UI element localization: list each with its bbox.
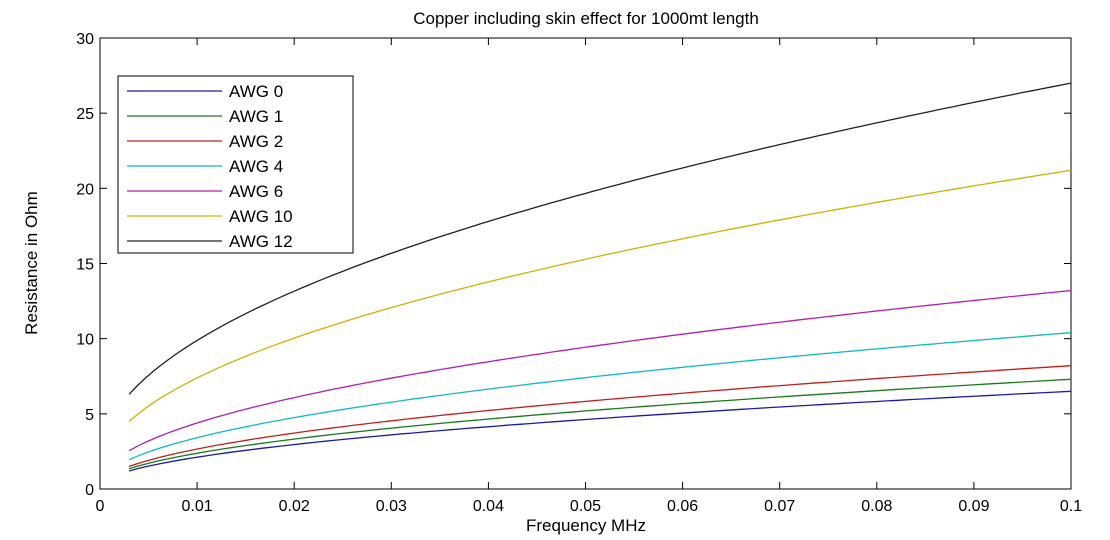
y-tick-label: 20 [76, 181, 94, 198]
x-tick-label: 0.04 [473, 498, 504, 515]
series-line-awg-10 [128, 169, 1072, 422]
x-tick-label: 0.01 [182, 498, 213, 515]
y-tick-label: 10 [76, 332, 94, 349]
y-tick-label: 25 [76, 106, 94, 123]
legend-label: AWG 12 [229, 232, 293, 251]
series-lines [128, 82, 1072, 472]
legend-label: AWG 6 [229, 182, 283, 201]
series-line-awg-2 [128, 365, 1072, 468]
y-axis-label: Resistance in Ohm [22, 191, 41, 335]
x-tick-label: 0.08 [861, 498, 892, 515]
x-axis-label: Frequency MHz [526, 516, 646, 535]
series-line-awg-1 [128, 378, 1072, 470]
legend-label: AWG 1 [229, 107, 283, 126]
x-tick-label: 0.03 [376, 498, 407, 515]
legend-label: AWG 4 [229, 157, 283, 176]
x-tick-label: 0 [96, 498, 105, 515]
x-tick-label: 0.09 [958, 498, 989, 515]
y-tick-label: 0 [85, 482, 94, 499]
series-line-awg-12 [128, 82, 1072, 395]
x-tick-label: 0.05 [570, 498, 601, 515]
legend: AWG 0 AWG 1 AWG 2 AWG 4 AWG 6 AWG 10 AWG 12 [117, 75, 354, 254]
series-line-awg-4 [128, 332, 1072, 461]
x-tick-label: 0.02 [279, 498, 310, 515]
axes: 0 0.01 0.02 0.03 0.04 0.05 0.06 0.07 0.08 0.09 0.1… [76, 31, 1082, 515]
y-tick-label: 5 [85, 407, 94, 424]
series-line-awg-0 [128, 390, 1072, 472]
x-tick-label: 0.1 [1060, 498, 1082, 515]
legend-label: AWG 0 [229, 82, 283, 101]
x-tick-label: 0.06 [667, 498, 698, 515]
y-tick-label: 30 [76, 31, 94, 48]
legend-label: AWG 10 [229, 207, 293, 226]
legend-label: AWG 2 [229, 132, 283, 151]
x-tick-label: 0.07 [764, 498, 795, 515]
chart-title: Copper including skin effect for 1000mt … [413, 9, 759, 28]
legend-box [117, 75, 354, 254]
y-tick-label: 15 [76, 257, 94, 274]
series-line-awg-6 [128, 289, 1072, 452]
